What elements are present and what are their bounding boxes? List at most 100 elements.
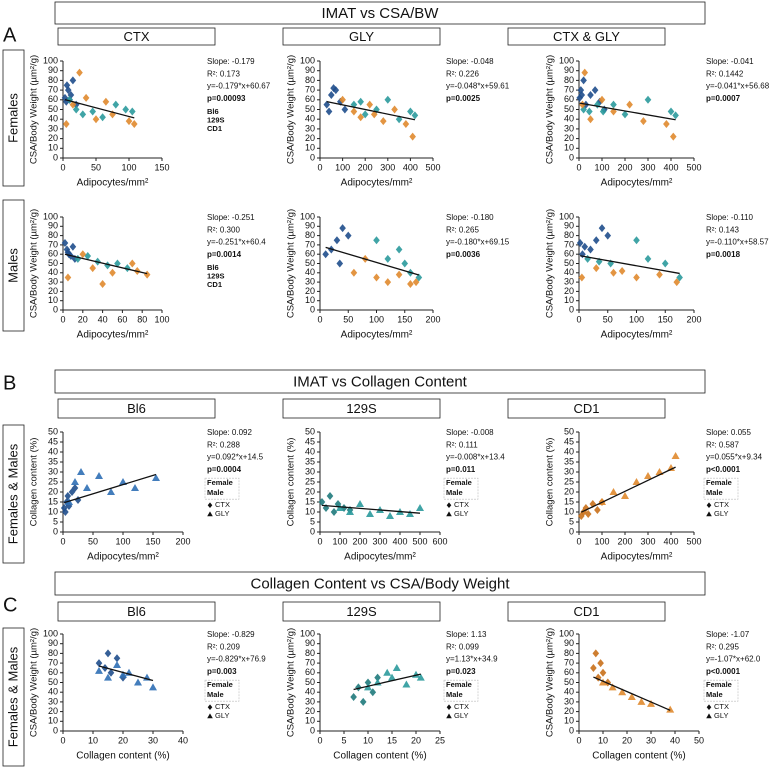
point	[361, 110, 369, 119]
y-tick-label: 50	[305, 104, 315, 114]
x-tick-label: 200	[617, 162, 632, 172]
fit-line	[581, 466, 676, 513]
y-tick-label: 70	[305, 239, 315, 249]
stat-text: Slope: 0.092	[207, 428, 252, 437]
point	[64, 273, 72, 282]
legend-label: Female	[706, 478, 732, 487]
y-tick-label: 70	[564, 84, 574, 94]
y-tick-label: 10	[564, 506, 574, 516]
x-tick-label: 100	[369, 314, 384, 324]
point	[667, 464, 675, 471]
y-tick-label: 70	[48, 657, 58, 667]
point	[384, 254, 392, 263]
x-tick-label: 300	[640, 536, 655, 546]
legend-box	[443, 477, 479, 500]
y-tick-label: 30	[48, 696, 58, 706]
y-tick-label: 100	[43, 211, 58, 221]
stat-text: p<0.0001	[706, 667, 741, 676]
point	[130, 120, 138, 129]
x-tick-label: 100	[594, 162, 609, 172]
point	[124, 264, 131, 273]
point	[326, 492, 334, 500]
point	[592, 236, 600, 245]
point	[119, 670, 127, 678]
point	[323, 100, 331, 109]
stat-text: p=0.0014	[207, 250, 242, 259]
point	[644, 254, 652, 263]
point	[143, 270, 151, 279]
point	[581, 68, 589, 77]
x-axis-label: Collagen content (%)	[592, 751, 685, 762]
stat-text: y=-0.048*x+59.61	[446, 82, 510, 91]
point	[95, 666, 103, 674]
point	[379, 117, 387, 126]
x-tick-label: 500	[425, 162, 440, 172]
x-tick-label: 400	[663, 536, 678, 546]
stat-text: R²: 0.099	[446, 642, 479, 651]
column-header: GLY	[349, 29, 374, 44]
y-tick-label: 80	[564, 75, 574, 85]
y-tick-label: 70	[305, 657, 315, 667]
y-tick-label: 0	[310, 152, 315, 162]
x-tick-label: 0	[576, 536, 581, 546]
x-tick-label: 20	[78, 314, 88, 324]
y-tick-label: 35	[564, 456, 574, 466]
panel-letter: B	[3, 372, 16, 394]
y-axis-label: CSA/Body Weight (µm²/g)	[286, 209, 297, 318]
x-tick-label: 0	[317, 314, 322, 324]
stat-text: y=-0.110*x+58.57	[706, 238, 769, 247]
y-tick-label: 45	[48, 436, 58, 446]
y-tick-label: 0	[569, 725, 574, 735]
stat-text: y=-0.180*x+69.15	[446, 238, 510, 247]
point	[113, 661, 121, 669]
y-tick-label: 10	[48, 716, 58, 726]
point	[318, 498, 326, 506]
x-tick-label: 10	[88, 735, 98, 745]
point	[134, 678, 142, 686]
stat-text: y=-0.179*x+60.67	[207, 82, 271, 91]
y-tick-label: 30	[48, 466, 58, 476]
point	[346, 508, 354, 515]
point	[580, 76, 587, 85]
x-tick-label: 0	[317, 162, 322, 172]
y-tick-label: 50	[564, 104, 574, 114]
x-tick-label: 500	[412, 536, 427, 546]
legend-label: Bl6	[207, 107, 219, 116]
x-tick-label: 100	[115, 536, 130, 546]
point	[416, 673, 425, 681]
point	[357, 113, 364, 122]
y-tick-label: 20	[305, 486, 315, 496]
legend-marker	[207, 713, 213, 719]
point	[395, 270, 403, 279]
x-tick-label: 20	[411, 735, 421, 745]
point	[632, 478, 641, 485]
legend-label: GLY	[454, 509, 468, 518]
x-axis-label: Adipocytes/mm²	[601, 330, 673, 341]
point	[647, 699, 655, 707]
y-tick-label: 20	[48, 133, 58, 143]
y-tick-label: 70	[564, 657, 574, 667]
legend-marker	[446, 704, 452, 710]
point	[61, 239, 69, 248]
point	[663, 120, 670, 129]
y-tick-label: 60	[305, 667, 315, 677]
y-tick-label: 40	[305, 687, 315, 697]
y-tick-label: 100	[300, 55, 315, 65]
y-tick-label: 30	[48, 123, 58, 133]
x-tick-label: 50	[603, 314, 613, 324]
legend-box	[204, 477, 240, 500]
y-tick-label: 80	[564, 648, 574, 658]
x-tick-label: 300	[640, 162, 655, 172]
x-tick-label: 50	[88, 536, 98, 546]
stat-text: y=1.13*x+34.9	[446, 655, 498, 664]
x-axis-label: Adipocytes/mm²	[601, 552, 673, 563]
fit-line	[326, 100, 416, 121]
stat-text: Slope: -0.110	[706, 213, 754, 222]
x-tick-label: 400	[403, 162, 418, 172]
panel-letter: C	[3, 594, 17, 616]
point	[595, 257, 603, 266]
point	[395, 245, 403, 254]
x-tick-label: 150	[154, 162, 169, 172]
y-tick-label: 40	[48, 114, 58, 124]
